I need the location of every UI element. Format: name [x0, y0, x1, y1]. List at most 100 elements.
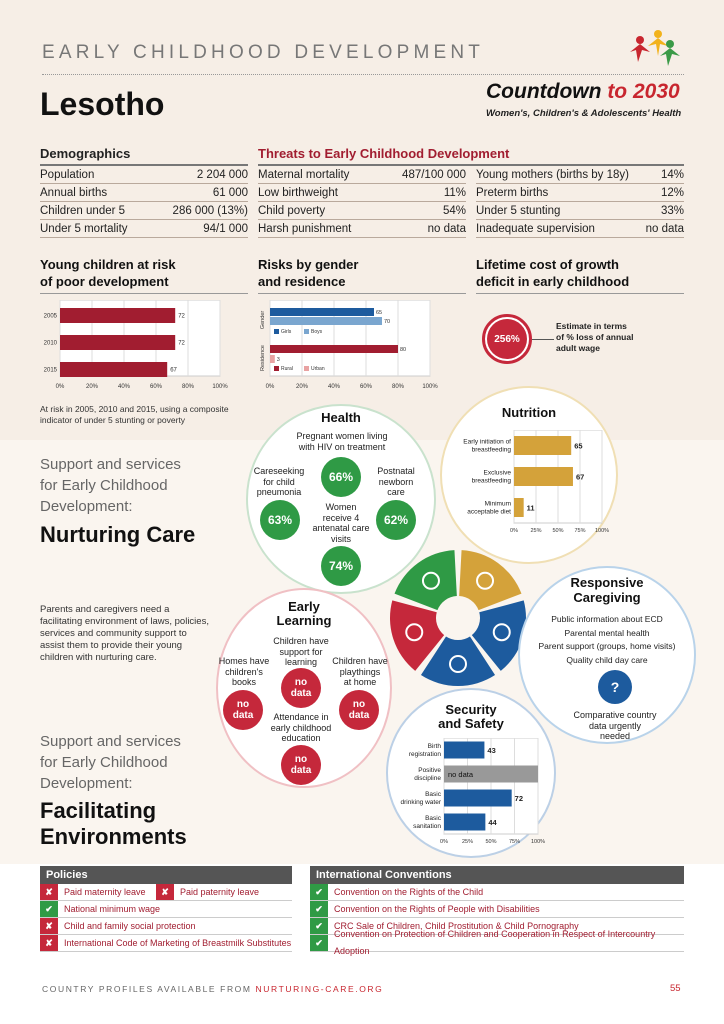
demographics-row-value: 61 000 [212, 187, 248, 199]
security-title-l1: Security [445, 702, 497, 717]
learning-title-l2: Learning [276, 613, 332, 628]
health-care-l3: pneumonia [256, 487, 302, 497]
nutrition-data-label: 65 [574, 442, 582, 451]
legend-label: Rural [281, 366, 293, 372]
health-anc-l2: receive 4 [322, 512, 360, 523]
demographics-title: Demographics [40, 144, 248, 166]
policy-label: International Code of Marketing of Breas… [64, 937, 292, 948]
support1-l1: Support and services [40, 456, 181, 473]
security-category-label: discipline [414, 775, 441, 782]
threat-row-value: 11% [443, 187, 466, 199]
gender-tick-label: 60% [360, 384, 373, 390]
wheel-learning-icon [405, 623, 424, 642]
health-anc-l1: Women [325, 502, 357, 512]
threat-row-label: Low birthweight [258, 187, 338, 199]
nutrition-tick-label: 100% [595, 528, 609, 534]
security-bar [444, 813, 486, 831]
wheel-segment [471, 600, 526, 671]
threat-row: Harsh punishment no data [258, 220, 466, 238]
country-title: Lesotho [40, 86, 165, 122]
health-circle [246, 404, 436, 594]
gender-tick-label: 100% [422, 384, 438, 390]
responsive-note: Comparative country data urgently needed [560, 710, 670, 742]
lifetime-title-l2: deficit in early childhood [476, 274, 630, 289]
risk-title: Young children at risk of poor developme… [40, 256, 248, 294]
gender-tick-label: 0% [266, 384, 275, 390]
lifetime-desc-l2: of % loss of annual [556, 332, 634, 342]
convention-label: Convention on Protection of Children and… [334, 929, 656, 956]
risk-data-label: 67 [170, 368, 177, 374]
responsive-item: Parental mental health [564, 627, 650, 638]
nutrition-tick-label: 0% [510, 528, 518, 534]
risk-data-label: 72 [178, 314, 185, 320]
security-category-label: sanitation [413, 823, 441, 830]
risk-category-label: 2010 [44, 341, 58, 347]
responsive-items: Public information about ECD Parental me… [530, 613, 684, 667]
risk-note: At risk in 2005, 2010 and 2015, using a … [40, 404, 229, 425]
learning-support-l2: support for [279, 646, 323, 657]
security-title-l2: and Safety [438, 716, 504, 731]
security-data-label: no data [448, 770, 474, 779]
gender-title-l1: Risks by gender [258, 257, 359, 272]
nutrition-category-label: Early initiation of [463, 439, 511, 446]
support2-l2: for Early Childhood [40, 754, 168, 771]
threat-row: Child poverty 54% [258, 202, 466, 220]
risk-tick-label: 0% [56, 384, 65, 390]
security-nodata-bar [444, 765, 538, 783]
policy-label: Paid paternity leave [180, 886, 260, 897]
brand-title: Countdown to 2030 [486, 80, 680, 104]
demographics-row: Under 5 mortality 94/1 000 [40, 220, 248, 238]
threat-row-value: 33% [660, 205, 684, 217]
gender-title: Risks by gender and residence [258, 256, 466, 294]
divider [42, 74, 684, 75]
convention-label: Convention on the Rights of People with … [334, 903, 540, 914]
convention-label: Convention on the Rights of the Child [334, 886, 484, 897]
demographics-heading: Demographics [40, 146, 131, 161]
footer-text: COUNTRY PROFILES AVAILABLE FROM [42, 984, 252, 994]
threat-row: Young mothers (births by 18y) 14% [476, 166, 684, 184]
footer-link[interactable]: NURTURING-CARE.ORG [255, 984, 384, 994]
demographics-table: Demographics Population 2 204 000 Annual b… [40, 144, 248, 238]
learning-play-l2: playthings [339, 666, 381, 677]
policy-row: ✔ National minimum wage [40, 901, 292, 918]
threat-row-value: no data [645, 223, 684, 235]
nutrition-category-label: breastfeeding [472, 478, 512, 485]
gender-bar [270, 355, 275, 363]
security-tick-label: 100% [531, 839, 545, 845]
gender-bar [270, 345, 398, 353]
health-pregnant-l1: Pregnant women living [296, 431, 388, 441]
check-icon: ✔ [310, 935, 328, 951]
policy-label: Child and family social protection [64, 920, 196, 931]
learning-attend-value-l1: no [294, 754, 308, 765]
support2-l1: Support and services [40, 733, 181, 750]
risk-title-l1: Young children at risk [40, 257, 176, 272]
demographics-row: Children under 5 286 000 (13%) [40, 202, 248, 220]
policy-label: National minimum wage [64, 903, 161, 914]
health-care-value: 63% [260, 500, 300, 540]
legend-swatch [304, 329, 309, 334]
risk-category-label: 2005 [44, 314, 58, 320]
threat-row: Under 5 stunting 33% [476, 202, 684, 220]
lifetime-desc-l3: adult wage [556, 343, 600, 353]
brand-part1: Countdown [486, 80, 602, 103]
nutrition-data-label: 11 [527, 504, 535, 513]
wheel-segment [459, 550, 522, 611]
lifetime-ring: 256% [482, 314, 532, 364]
convention-row: ✔ Convention on the Rights of People with… [310, 901, 684, 918]
check-icon: ✔ [40, 901, 58, 917]
threat-row-value: 487/100 000 [402, 169, 466, 181]
learning-play-l1: Children have [332, 656, 388, 666]
lifetime-title-l1: Lifetime cost of growth [476, 257, 619, 272]
health-postnatal-value: 62% [376, 500, 416, 540]
learning-play-label: Children have playthings at home [330, 656, 390, 688]
security-category-label: Basic [425, 791, 442, 798]
learning-books-l3: books [231, 677, 257, 687]
security-data-label: 72 [515, 794, 523, 803]
gender-tick-label: 20% [296, 384, 309, 390]
support1-heading: Nurturing Care [40, 522, 196, 547]
learning-attend-value: no data [281, 745, 321, 785]
learning-attend-value-l2: data [290, 765, 312, 776]
nutrition-tick-label: 75% [574, 528, 585, 534]
footer: COUNTRY PROFILES AVAILABLE FROM NURTURIN… [42, 984, 383, 994]
